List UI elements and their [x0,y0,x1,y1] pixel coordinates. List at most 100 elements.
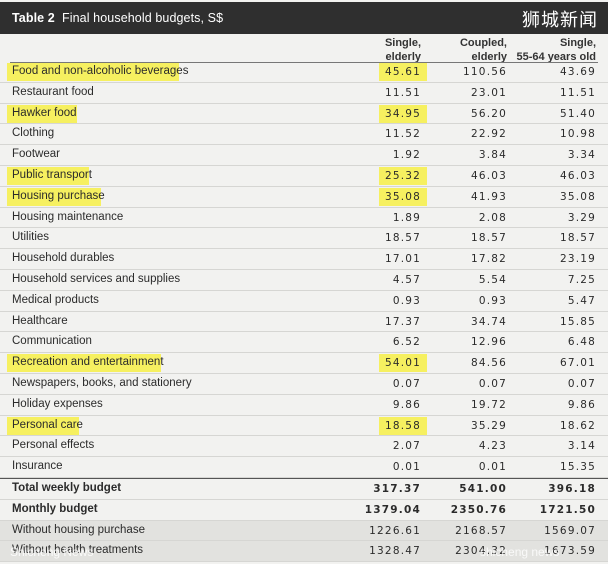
total-row: Without housing purchase 1226.61 2168.57 15… [0,520,608,542]
row-label: Medical products [12,293,99,306]
value-coupled-elderly: 2.08 [478,211,507,224]
value-single-55-64: 9.86 [567,398,596,411]
table-title: Table 2 Final household budgets, S$ [12,11,223,25]
highlight-mark [7,187,101,206]
value-single-55-64: 11.51 [559,86,596,99]
value-single-55-64: 10.98 [559,128,596,141]
value-single-elderly: 17.37 [384,315,421,328]
value-single-elderly: 1.92 [392,149,421,162]
row-label: Without health treatments [12,544,144,557]
value-single-55-64: 0.07 [567,377,596,390]
highlight-mark [7,104,77,123]
highlight-mark [379,63,427,81]
value-single-55-64: 6.48 [567,336,596,349]
value-coupled-elderly: 19.72 [470,398,507,411]
value-single-55-64: 1673.59 [544,545,596,558]
value-coupled-elderly: 35.29 [470,419,507,432]
table-row: Healthcare 17.37 34.74 15.85 [0,312,608,333]
value-single-elderly: 18.57 [384,232,421,245]
value-single-55-64: 18.62 [559,419,596,432]
highlight-mark [7,63,179,81]
value-coupled-elderly: 17.82 [470,253,507,266]
row-label: Food and non-alcoholic beverages [12,65,189,77]
value-single-elderly: 0.93 [392,294,421,307]
highlight-mark [379,166,427,185]
value-single-55-64: 46.03 [559,169,596,182]
row-label: Public transport [12,168,92,181]
value-coupled-elderly: 0.01 [478,461,507,474]
value-coupled-elderly: 41.93 [470,190,507,203]
row-label: Household durables [12,252,115,265]
value-single-elderly: 1.89 [392,211,421,224]
highlight-mark [7,354,161,373]
value-single-elderly: 0.07 [392,377,421,390]
value-coupled-elderly: 12.96 [470,336,507,349]
table-row: Household durables 17.01 17.82 23.19 [0,249,608,270]
table-row: Restaurant food 11.51 23.01 11.51 [0,83,608,104]
table-row: Housing purchase 35.08 41.93 35.08 [0,187,608,208]
totals-divider [0,477,608,479]
row-label: Restaurant food [12,85,94,98]
row-label: Healthcare [12,314,68,327]
value-coupled-elderly: 0.07 [478,377,507,390]
value-single-55-64: 35.08 [559,190,596,203]
value-single-55-64: 15.35 [559,461,596,474]
row-label: Household services and supplies [12,272,181,285]
value-coupled-elderly: 23.01 [470,86,507,99]
value-single-55-64: 18.57 [559,232,596,245]
table-row: Communication 6.52 12.96 6.48 [0,332,608,354]
value-coupled-elderly: 34.74 [470,315,507,328]
value-single-elderly: 4.57 [392,273,421,286]
table-row: Food and non-alcoholic beverages 45.61 110… [0,62,608,83]
column-header-line2: elderly [471,51,507,63]
value-coupled-elderly: 2350.76 [450,503,507,516]
value-single-55-64: 15.85 [559,315,596,328]
row-label: Monthly budget [12,502,98,515]
value-single-elderly: 11.51 [384,86,421,99]
column-header-line1: Coupled, [459,37,507,49]
table-row: Insurance 0.01 0.01 15.35 [0,457,608,478]
value-single-55-64: 1721.50 [539,503,596,516]
value-single-elderly: 18.58 [384,419,421,432]
value-single-55-64: 67.01 [559,357,596,370]
value-single-elderly: 17.01 [384,253,421,266]
row-label: Utilities [12,231,50,244]
row-label: Communication [12,335,92,348]
value-single-elderly: 1328.47 [369,545,421,558]
highlight-mark [7,166,89,185]
table-row: Housing maintenance 1.89 2.08 3.29 [0,208,608,229]
value-coupled-elderly: 18.57 [470,232,507,245]
table-number: Table 2 [12,11,55,25]
value-single-55-64: 23.19 [559,253,596,266]
highlight-mark [379,187,427,206]
value-single-elderly: 2.07 [392,440,421,453]
row-label: Footwear [12,148,60,161]
column-header-line1: Single, [559,37,596,49]
row-label: Holiday expenses [12,397,103,410]
value-coupled-elderly: 46.03 [470,169,507,182]
value-single-elderly: 1226.61 [369,524,421,537]
value-coupled-elderly: 56.20 [470,107,507,120]
row-label: Newspapers, books, and stationery [12,376,192,389]
value-single-elderly: 35.08 [384,190,421,203]
table-body: Food and non-alcoholic beverages 45.61 110… [0,62,608,563]
value-coupled-elderly: 0.93 [478,294,507,307]
table-caption: Final household budgets, S$ [62,11,224,25]
value-single-55-64: 43.69 [559,66,596,78]
watermark-logo-text: 狮城新闻 [522,10,598,31]
value-single-elderly: 54.01 [384,357,421,370]
highlight-mark [379,354,427,373]
value-coupled-elderly: 3.84 [478,149,507,162]
value-single-elderly: 317.37 [373,482,421,495]
value-coupled-elderly: 84.56 [470,357,507,370]
value-single-55-64: 3.14 [567,440,596,453]
total-row: Without health treatments 1328.47 2304.32 1… [0,541,608,563]
watermark-bottom-right: shicheng news [480,545,560,559]
column-header-line2: 55-64 years old [516,51,597,63]
value-single-elderly: 0.01 [392,461,421,474]
table-row: Newspapers, books, and stationery 0.07 0.0… [0,374,608,395]
value-coupled-elderly: 2168.57 [455,524,507,537]
value-coupled-elderly: 4.23 [478,440,507,453]
value-single-elderly: 11.52 [384,128,421,141]
